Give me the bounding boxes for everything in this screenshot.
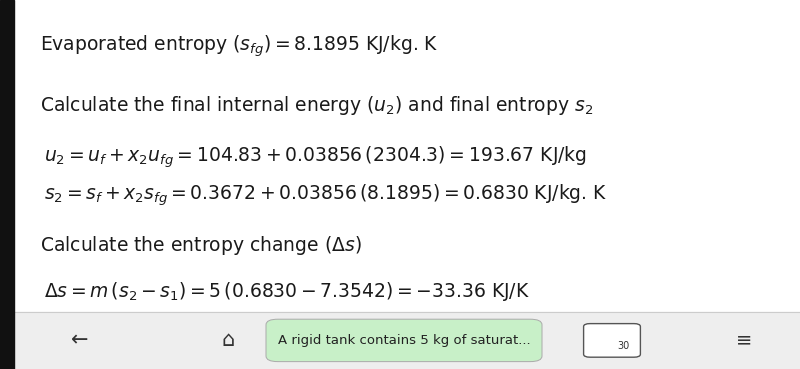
Text: $\Delta s = m\,(s_2 - s_1) = 5\,(0.6830 - 7.3542) = {-}33.36$ KJ/K: $\Delta s = m\,(s_2 - s_1) = 5\,(0.6830 … — [44, 280, 530, 303]
Text: Calculate the final internal energy $(u_2)$ and final entropy $s_2$: Calculate the final internal energy $(u_… — [40, 94, 594, 117]
Text: ≡: ≡ — [736, 331, 752, 350]
Text: ←: ← — [71, 330, 89, 351]
Text: $s_2 = s_f + x_2 s_{fg} = 0.3672 + 0.03856\,(8.1895) = 0.6830$ KJ/kg. K: $s_2 = s_f + x_2 s_{fg} = 0.3672 + 0.038… — [44, 183, 607, 208]
Text: ⌂: ⌂ — [222, 330, 234, 351]
FancyBboxPatch shape — [584, 324, 640, 357]
Text: A rigid tank contains 5 kg of saturat...: A rigid tank contains 5 kg of saturat... — [278, 334, 530, 347]
Text: 30: 30 — [618, 341, 630, 351]
Text: Evaporated entropy $(s_{fg}) = 8.1895$ KJ/kg. K: Evaporated entropy $(s_{fg}) = 8.1895$ K… — [40, 33, 438, 59]
FancyBboxPatch shape — [266, 319, 542, 362]
Bar — [14, 312, 800, 369]
Text: Calculate the entropy change $(\Delta s)$: Calculate the entropy change $(\Delta s)… — [40, 234, 362, 257]
Text: $u_2 = u_f + x_2 u_{fg} = 104.83 + 0.03856\,(2304.3) = 193.67$ KJ/kg: $u_2 = u_f + x_2 u_{fg} = 104.83 + 0.038… — [44, 144, 587, 170]
Bar — [0, 0, 14, 369]
